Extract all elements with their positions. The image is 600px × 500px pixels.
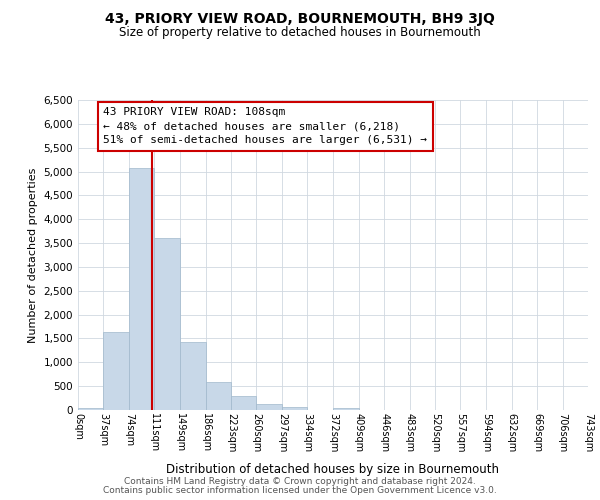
Text: Contains public sector information licensed under the Open Government Licence v3: Contains public sector information licen… <box>103 486 497 495</box>
Bar <box>154 238 180 410</box>
Bar <box>180 342 206 410</box>
Y-axis label: Number of detached properties: Number of detached properties <box>28 168 38 342</box>
Bar <box>129 168 154 410</box>
Bar <box>78 408 103 410</box>
Bar <box>103 332 129 410</box>
Text: Contains HM Land Registry data © Crown copyright and database right 2024.: Contains HM Land Registry data © Crown c… <box>124 477 476 486</box>
Bar <box>231 396 256 410</box>
Text: 43, PRIORY VIEW ROAD, BOURNEMOUTH, BH9 3JQ: 43, PRIORY VIEW ROAD, BOURNEMOUTH, BH9 3… <box>105 12 495 26</box>
Bar <box>256 404 282 410</box>
Bar <box>206 382 231 410</box>
Text: Size of property relative to detached houses in Bournemouth: Size of property relative to detached ho… <box>119 26 481 39</box>
Bar <box>334 408 359 410</box>
Bar <box>282 407 307 410</box>
X-axis label: Distribution of detached houses by size in Bournemouth: Distribution of detached houses by size … <box>167 464 499 476</box>
Text: 43 PRIORY VIEW ROAD: 108sqm
← 48% of detached houses are smaller (6,218)
51% of : 43 PRIORY VIEW ROAD: 108sqm ← 48% of det… <box>103 107 427 145</box>
